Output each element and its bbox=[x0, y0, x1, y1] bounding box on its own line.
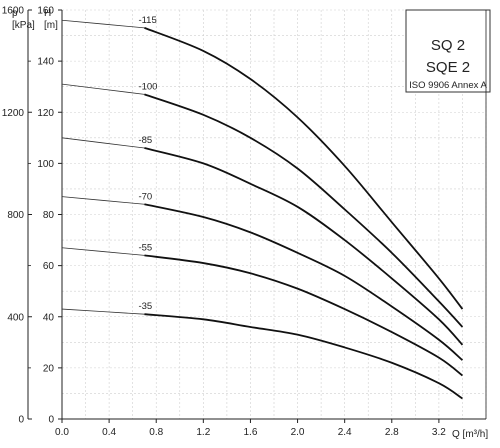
kpa-tick-label: 400 bbox=[7, 312, 24, 323]
x-tick-label: 1.2 bbox=[196, 427, 210, 438]
y-tick-label: 100 bbox=[37, 159, 54, 170]
curve-label: -115 bbox=[138, 15, 156, 26]
curve-minus-55: -55 bbox=[61, 242, 463, 377]
y-tick-label: 80 bbox=[43, 210, 55, 221]
x-tick-label: 2.4 bbox=[338, 427, 352, 438]
legend-subtitle: ISO 9906 Annex A bbox=[409, 80, 487, 91]
curve-label: -70 bbox=[138, 191, 152, 202]
x-tick-label: 3.2 bbox=[432, 427, 446, 438]
pump-curves: -115 -100 -85 -70 -55 -35 bbox=[61, 15, 464, 400]
y-tick-label: 60 bbox=[43, 261, 55, 272]
kpa-tick-label: 800 bbox=[7, 210, 24, 221]
x-tick-label: 0.4 bbox=[102, 427, 116, 438]
curve-line bbox=[144, 27, 464, 310]
curve-line-extrapolated bbox=[61, 19, 145, 29]
curve-label: -85 bbox=[138, 135, 152, 146]
axes: 0.0 0.4 0.8 1.2 1.6 2.0 2.4 2.8 3.2 0 20 40 60 80 100 1… bbox=[2, 6, 487, 438]
kpa-tick-label: 1200 bbox=[2, 108, 25, 119]
y-tick-label: 120 bbox=[37, 108, 54, 119]
x-tick-label: 0.0 bbox=[55, 427, 69, 438]
curve-minus-85: -85 bbox=[61, 135, 464, 346]
x-tick-label: 1.6 bbox=[243, 427, 257, 438]
legend-title-line-1: SQ 2 bbox=[431, 37, 465, 54]
curve-line-extrapolated bbox=[61, 83, 145, 95]
curve-minus-100: -100 bbox=[61, 81, 464, 328]
curve-line bbox=[144, 254, 463, 377]
curve-line bbox=[144, 93, 464, 328]
kpa-tick-label: 1600 bbox=[2, 6, 25, 17]
legend-box: SQ 2 SQE 2 ISO 9906 Annex A bbox=[405, 9, 491, 93]
y-tick-label: 0 bbox=[48, 415, 54, 426]
y-tick-label: 40 bbox=[43, 312, 55, 323]
y-tick-label: 160 bbox=[37, 6, 54, 17]
curve-line bbox=[144, 147, 464, 346]
curve-line-extrapolated bbox=[61, 308, 145, 315]
curve-line bbox=[144, 313, 463, 400]
curve-line-extrapolated bbox=[61, 137, 145, 149]
y-tick-label: 20 bbox=[43, 363, 55, 374]
curve-minus-115: -115 bbox=[61, 15, 464, 310]
curve-minus-35: -35 bbox=[61, 301, 463, 400]
x-tick-label: 2.0 bbox=[291, 427, 305, 438]
curve-label: -100 bbox=[138, 81, 157, 92]
x-tick-label: 2.8 bbox=[385, 427, 399, 438]
kpa-tick-label: 0 bbox=[18, 415, 24, 426]
h-axis-label: H [m] bbox=[44, 8, 58, 31]
kpa-axis-label: p [kPa] bbox=[12, 8, 35, 31]
curve-label: -35 bbox=[138, 301, 152, 312]
curve-minus-70: -70 bbox=[61, 191, 464, 361]
x-tick-label: 0.8 bbox=[149, 427, 163, 438]
curve-line-extrapolated bbox=[61, 196, 145, 205]
legend-title-line-2: SQE 2 bbox=[426, 59, 470, 76]
q-axis-label: Q [m³/h] bbox=[452, 429, 488, 440]
legend-box-frame bbox=[405, 9, 491, 93]
curve-label: -55 bbox=[138, 242, 152, 253]
curve-line bbox=[144, 203, 464, 361]
y-tick-label: 140 bbox=[37, 57, 54, 68]
curve-line-extrapolated bbox=[61, 247, 145, 256]
